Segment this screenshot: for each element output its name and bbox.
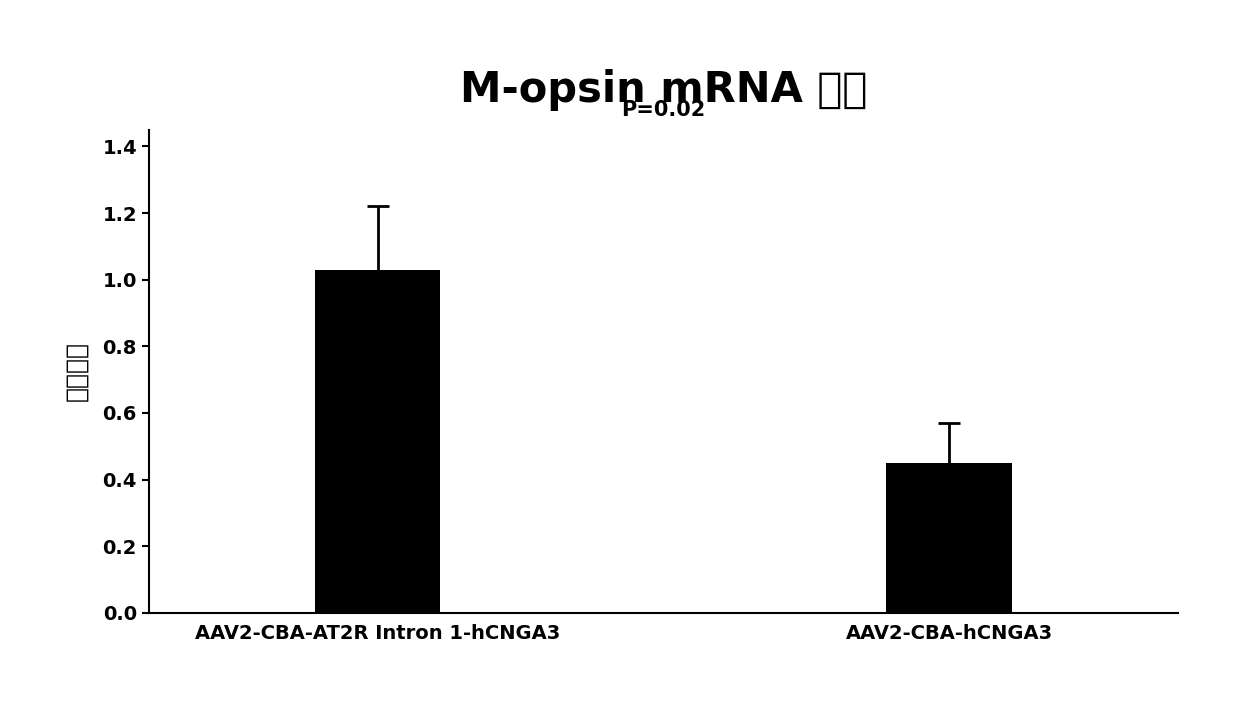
Bar [315,270,440,613]
Bar [887,463,1012,613]
Text: P=0.02: P=0.02 [621,100,706,120]
Y-axis label: 相对表达: 相对表达 [64,341,88,402]
Title: M-opsin mRNA 水平: M-opsin mRNA 水平 [460,69,867,111]
